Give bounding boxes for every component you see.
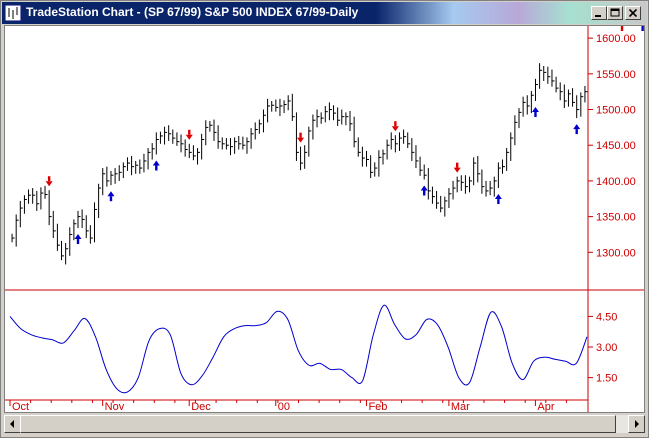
- sell-arrow-icon-head: [391, 126, 399, 132]
- price-tick-label: 1350.00: [596, 212, 636, 224]
- buy-arrow-icon-shaft: [534, 111, 537, 117]
- horizontal-scrollbar[interactable]: [4, 415, 645, 433]
- oscillator-tick-label: 1.50: [596, 373, 617, 385]
- close-icon: [628, 8, 638, 18]
- sell-arrow-icon-head: [297, 137, 305, 143]
- scroll-thumb[interactable]: [20, 415, 616, 433]
- buy-arrow-icon: [107, 191, 115, 202]
- oscillator-line: [9, 304, 588, 394]
- sell-arrow-icon-shaft: [47, 176, 51, 182]
- buy-arrow-icon-head: [573, 124, 581, 130]
- buy-arrow-icon-shaft: [109, 196, 113, 202]
- sell-arrow-icon: [45, 176, 53, 187]
- price-tick-label: 1400.00: [596, 176, 636, 188]
- month-label: Oct: [12, 401, 29, 413]
- title-bar[interactable]: TradeStation Chart - (SP 67/99) S&P 500 …: [2, 2, 647, 24]
- buy-arrow-icon-head: [107, 191, 115, 197]
- price-bars: [11, 63, 588, 265]
- price-tick-label: 1450.00: [596, 140, 636, 152]
- month-label: Feb: [368, 401, 387, 413]
- month-label: Dec: [191, 401, 211, 413]
- month-label: Mar: [451, 401, 470, 413]
- sell-arrow-icon-shaft: [455, 162, 459, 168]
- sell-arrow-icon: [185, 129, 193, 140]
- price-tick-label: 1300.00: [596, 247, 636, 259]
- buy-arrow-icon-shaft: [155, 165, 158, 171]
- buy-arrow-icon-shaft: [641, 26, 644, 31]
- price-chart[interactable]: 1600.00 1550.00 1500.00 1450.00 1400.00 1350.…: [5, 26, 645, 413]
- month-label: Nov: [105, 401, 125, 413]
- buy-arrow-icon: [641, 26, 644, 31]
- window-title: TradeStation Chart - (SP 67/99) S&P 500 …: [26, 5, 359, 19]
- buy-arrow-icon-head: [74, 234, 82, 240]
- scroll-left-button[interactable]: [4, 415, 21, 433]
- maximize-button[interactable]: [607, 6, 623, 20]
- sell-arrow-icon: [620, 26, 624, 31]
- sell-arrow-icon-shaft: [299, 132, 302, 138]
- buy-arrow-icon-head: [152, 160, 160, 166]
- sell-arrow-icon-head: [453, 167, 461, 173]
- sell-arrow-icon: [453, 162, 461, 173]
- month-label: 00: [278, 401, 290, 413]
- buy-arrow-icon: [74, 234, 82, 245]
- buy-arrow-icon: [420, 185, 428, 196]
- buy-arrow-icon: [494, 194, 502, 205]
- arrow-left-icon: [10, 420, 14, 428]
- price-tick-label: 1600.00: [596, 33, 636, 45]
- scroll-right-button[interactable]: [628, 415, 645, 433]
- buy-arrow-icon-shaft: [423, 190, 426, 196]
- sell-arrow-icon-shaft: [188, 129, 191, 135]
- oscillator-tick-label: 4.50: [596, 311, 617, 323]
- price-tick-label: 1550.00: [596, 69, 636, 81]
- oscillator-line-path: [9, 304, 588, 394]
- sell-arrow-icon-head: [185, 134, 193, 140]
- sell-arrow-icon-shaft: [394, 121, 397, 127]
- signal-arrows: [45, 26, 644, 245]
- sell-arrow-icon-shaft: [620, 26, 624, 31]
- buy-arrow-icon-head: [494, 194, 502, 200]
- month-label: Apr: [537, 401, 554, 413]
- buy-arrow-icon-head: [420, 185, 428, 191]
- chart-area[interactable]: 1600.00 1550.00 1500.00 1450.00 1400.00 1350.…: [4, 25, 645, 413]
- buy-arrow-icon-shaft: [497, 199, 500, 205]
- buy-arrow-icon: [152, 160, 160, 171]
- buy-arrow-icon-head: [531, 106, 539, 112]
- sell-arrow-icon: [297, 132, 305, 143]
- close-button[interactable]: [625, 6, 641, 20]
- chart-axes: 1600.00 1550.00 1500.00 1450.00 1400.00 1350.…: [5, 26, 644, 413]
- buy-arrow-icon-shaft: [575, 129, 578, 135]
- maximize-icon: [610, 8, 620, 17]
- sell-arrow-icon-head: [45, 181, 53, 187]
- buy-arrow-icon: [531, 106, 539, 117]
- minimize-button[interactable]: [591, 6, 607, 20]
- arrow-right-icon: [635, 420, 639, 428]
- sell-arrow-icon: [391, 121, 399, 132]
- buy-arrow-icon-shaft: [76, 239, 80, 245]
- minimize-icon: [595, 15, 601, 17]
- price-tick-label: 1500.00: [596, 105, 636, 117]
- buy-arrow-icon: [573, 124, 581, 135]
- tradestation-chart-icon: [5, 5, 21, 21]
- oscillator-tick-label: 3.00: [596, 342, 617, 354]
